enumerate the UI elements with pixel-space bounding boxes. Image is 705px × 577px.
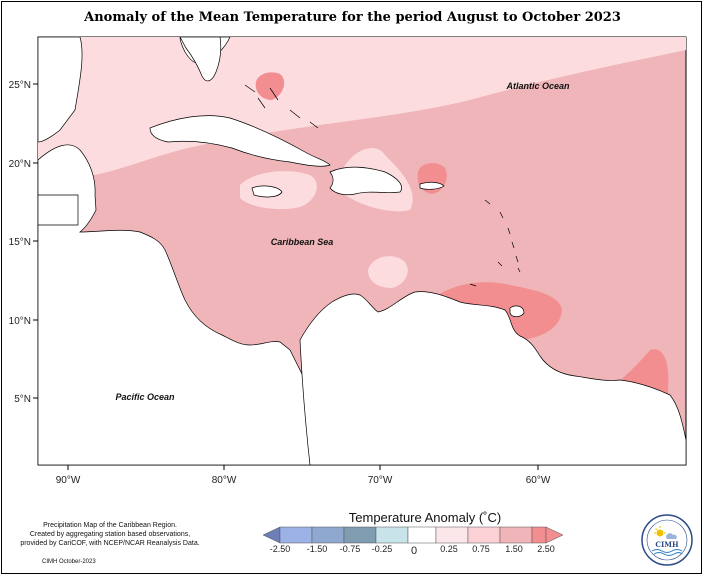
lat-tick-10n: 10°N bbox=[9, 316, 31, 327]
legend-colorbar: -2.50 -1.50 -0.75 -0.25 0 0.25 0.75 1.50… bbox=[262, 526, 564, 557]
credit-line-3: provided by CariCOF, with NCEP/NCAR Rean… bbox=[20, 540, 200, 547]
land-bahamas bbox=[244, 84, 319, 129]
legend-swatch-5 bbox=[407, 526, 437, 544]
legend-tick-neg150: -1.50 bbox=[307, 544, 328, 554]
land-trinidad bbox=[509, 305, 525, 318]
legend-tick-150: 1.50 bbox=[505, 544, 523, 554]
legend-tick-075: 0.75 bbox=[472, 544, 490, 554]
credit-line-2: Created by aggregating station based obs… bbox=[29, 531, 191, 538]
land-florida bbox=[179, 37, 222, 82]
legend-swatch-2 bbox=[311, 526, 345, 544]
lat-tick-25n: 25°N bbox=[9, 80, 31, 91]
lat-tick-5n: 5°N bbox=[14, 394, 31, 405]
legend-tick-zero: 0 bbox=[411, 545, 417, 557]
lon-tick-90w: 90°W bbox=[56, 475, 81, 486]
cloud-icon bbox=[666, 533, 677, 539]
land-yucatan-west bbox=[38, 194, 79, 226]
legend-swatch-3 bbox=[343, 526, 377, 544]
waves-icon bbox=[651, 549, 683, 553]
land-puerto-rico bbox=[419, 181, 445, 190]
legend-tick-250: 2.50 bbox=[537, 544, 555, 554]
land-cuba bbox=[149, 115, 331, 167]
pale-zone-venezuela-coast bbox=[368, 256, 408, 288]
legend-swatch-6 bbox=[435, 526, 469, 544]
legend-swatch-1 bbox=[279, 526, 313, 544]
pacific-ocean-label: Pacific Ocean bbox=[115, 392, 175, 402]
legend-arrow-left bbox=[262, 526, 281, 544]
legend-swatch-4 bbox=[375, 526, 409, 544]
caribbean-sea-label: Caribbean Sea bbox=[271, 237, 334, 247]
legend-tick-neg250: -2.50 bbox=[270, 544, 291, 554]
lon-tick-80w: 80°W bbox=[212, 475, 237, 486]
map-title: Anomaly of the Mean Temperature for the … bbox=[84, 10, 621, 25]
latitude-ticks: 25°N 20°N 15°N 10°N 5°N bbox=[9, 80, 38, 405]
longitude-ticks: 90°W 80°W 70°W 60°W bbox=[56, 465, 551, 486]
sun-icon bbox=[654, 526, 666, 537]
credit-date: CIMH October-2023 bbox=[42, 559, 96, 565]
legend-tick-neg025: -0.25 bbox=[372, 544, 393, 554]
land-south-america bbox=[299, 291, 686, 465]
credit-text: Precipitation Map of the Caribbean Regio… bbox=[10, 521, 210, 548]
legend-swatch-7 bbox=[467, 526, 501, 544]
legend-tick-025: 0.25 bbox=[440, 544, 458, 554]
legend-swatch-8 bbox=[499, 526, 533, 544]
legend-tick-neg075: -0.75 bbox=[340, 544, 361, 554]
lat-tick-15n: 15°N bbox=[9, 237, 31, 248]
cimh-logo: CIMH bbox=[641, 514, 693, 566]
legend-title: Temperature Anomaly (˚C) bbox=[348, 510, 502, 525]
land-central-america bbox=[38, 144, 311, 465]
credit-line-1: Precipitation Map of the Caribbean Regio… bbox=[43, 522, 177, 529]
legend-arrow-right bbox=[545, 526, 564, 544]
land-mexico bbox=[38, 37, 83, 143]
land-jamaica bbox=[251, 185, 283, 198]
atlantic-ocean-label: Atlantic Ocean bbox=[505, 81, 570, 91]
logo-text: CIMH bbox=[655, 540, 679, 549]
land-lesser-antilles bbox=[469, 199, 521, 287]
lon-tick-60w: 60°W bbox=[526, 475, 551, 486]
lat-tick-20n: 20°N bbox=[9, 159, 31, 170]
land-hispaniola bbox=[329, 166, 402, 196]
lon-tick-70w: 70°W bbox=[368, 475, 393, 486]
legend-swatch-9 bbox=[531, 526, 547, 544]
strong-zone-bahamas bbox=[255, 72, 285, 100]
anomaly-fill bbox=[38, 37, 686, 465]
